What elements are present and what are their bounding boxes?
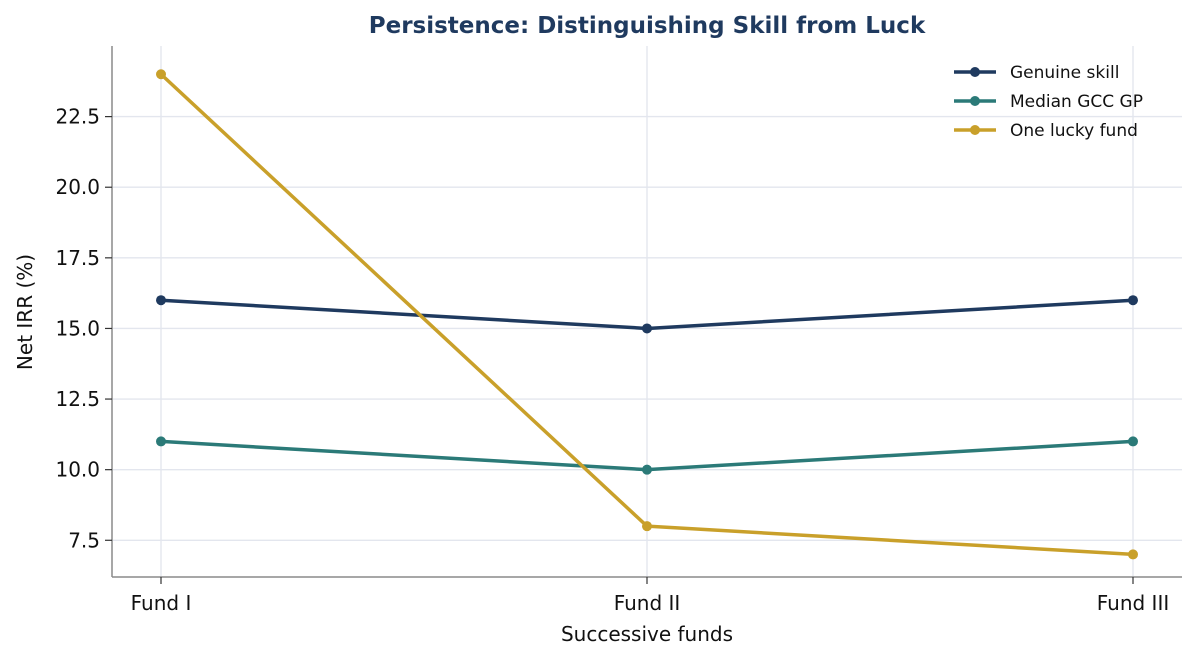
y-tick-label: 17.5: [55, 246, 100, 270]
x-tick-label: Fund I: [131, 591, 192, 615]
legend-label-one-lucky-fund: One lucky fund: [1010, 121, 1138, 141]
ticks-layer: 7.5 10.0 12.5 15.0 17.5 20.0 22.5 Fund I Fund II…: [55, 105, 1169, 615]
y-tick-label: 22.5: [55, 105, 100, 129]
data-point-genuine-skill: [642, 323, 652, 334]
y-axis-label: Net IRR (%): [13, 254, 37, 370]
y-tick-label: 20.0: [55, 175, 100, 199]
data-point-one-lucky-fund: [156, 69, 166, 80]
data-point-genuine-skill: [1128, 295, 1138, 306]
y-tick-label: 12.5: [55, 387, 100, 411]
data-point-median-gcc-gp: [1128, 436, 1138, 447]
chart-title: Persistence: Distinguishing Skill from L…: [369, 13, 926, 39]
y-tick-label: 15.0: [55, 316, 100, 340]
data-point-median-gcc-gp: [156, 436, 166, 447]
legend-marker-one-lucky-fund: [970, 125, 980, 135]
legend-label-genuine-skill: Genuine skill: [1010, 63, 1119, 83]
x-tick-label: Fund II: [614, 591, 681, 615]
data-point-one-lucky-fund: [1128, 549, 1138, 560]
legend: Genuine skill Median GCC GP One lucky fund: [954, 63, 1143, 141]
legend-marker-median-gcc-gp: [970, 96, 980, 106]
x-tick-label: Fund III: [1097, 591, 1170, 615]
legend-marker-genuine-skill: [970, 67, 980, 77]
series-layer: [156, 69, 1138, 560]
legend-label-median-gcc-gp: Median GCC GP: [1010, 92, 1143, 112]
data-point-median-gcc-gp: [642, 464, 652, 475]
data-point-one-lucky-fund: [642, 521, 652, 532]
x-axis-label: Successive funds: [561, 622, 733, 646]
data-point-genuine-skill: [156, 295, 166, 306]
y-tick-label: 7.5: [68, 528, 100, 552]
grid-layer: [112, 46, 1182, 577]
y-tick-label: 10.0: [55, 458, 100, 482]
